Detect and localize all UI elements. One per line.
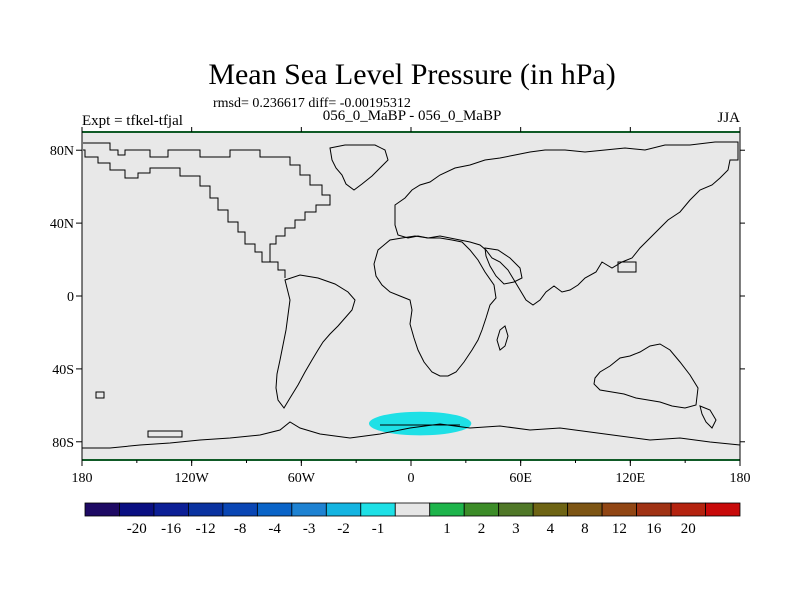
colorbar-label-1: -16 — [161, 521, 181, 537]
x-tick-label-3: 0 — [408, 471, 415, 486]
colorbar-swatch-18 — [705, 502, 741, 517]
colorbar-label-15: 20 — [681, 521, 696, 537]
colorbar-label-10: 3 — [512, 521, 520, 537]
central-america-coast — [270, 261, 286, 278]
africa-coast — [373, 235, 497, 377]
ross-ice-shelf-coast — [147, 430, 183, 438]
colorbar-swatch-1 — [119, 502, 155, 517]
colorbar: -20 -16 -12 -8 -4 -3 -2 -1 1 2 3 4 8 12 16 20 — [84, 502, 741, 537]
x-axis-ticks: 180 120W 60W 0 60E 120E 180 — [72, 127, 751, 486]
map-background — [82, 132, 740, 460]
coastlines — [82, 141, 741, 449]
season-label: JJA — [717, 110, 740, 126]
colorbar-swatch-9 — [394, 502, 431, 517]
australia-coast — [593, 343, 699, 409]
y-tick-label-0: 80N — [50, 144, 74, 159]
colorbar-swatch-7 — [325, 502, 362, 517]
colorbar-label-11: 4 — [547, 521, 555, 537]
colorbar-swatch-8 — [360, 502, 396, 517]
colorbar-label-9: 2 — [478, 521, 486, 537]
colorbar-swatch-17 — [670, 502, 706, 517]
x-tick-label-4: 60E — [509, 471, 532, 486]
colorbar-swatch-11 — [463, 502, 500, 517]
stats-line: rmsd= 0.236617 diff= -0.00195312 — [213, 96, 411, 111]
colorbar-swatch-3 — [188, 502, 224, 517]
colorbar-swatch-6 — [291, 502, 327, 517]
colorbar-swatch-2 — [153, 502, 189, 517]
colorbar-label-12: 8 — [581, 521, 589, 537]
colorbar-swatch-4 — [222, 502, 258, 517]
x-tick-label-0: 180 — [72, 471, 93, 486]
expt-label: Expt = tfkel-tfjal — [82, 113, 183, 129]
colorbar-label-2: -12 — [196, 521, 216, 537]
europe-asia-coast — [394, 141, 739, 306]
y-axis-ticks: 80N 40N 0 40S 80S — [50, 144, 745, 451]
figure-title: Mean Sea Level Pressure (in hPa) — [208, 58, 615, 91]
colorbar-label-5: -3 — [303, 521, 316, 537]
japan-coast — [617, 261, 637, 273]
anomaly-layer — [368, 411, 472, 436]
colorbar-label-14: 16 — [646, 521, 662, 537]
antarctica-coast — [82, 421, 741, 449]
colorbar-label-4: -4 — [268, 521, 281, 537]
x-tick-label-6: 180 — [730, 471, 751, 486]
y-tick-label-3: 40S — [52, 363, 74, 378]
colorbar-swatch-10 — [429, 502, 465, 517]
x-tick-label-1: 120W — [175, 471, 210, 486]
comparison-label: 056_0_MaBP - 056_0_MaBP — [323, 108, 502, 124]
anomaly-region-0 — [368, 411, 472, 436]
x-tick-label-5: 120E — [616, 471, 646, 486]
colorbar-swatch-14 — [567, 502, 603, 517]
colorbar-label-8: 1 — [443, 521, 451, 537]
colorbar-swatch-5 — [256, 502, 293, 517]
colorbar-label-0: -20 — [127, 521, 147, 537]
south-america-coast — [275, 274, 356, 409]
colorbar-swatch-0 — [84, 502, 120, 517]
y-tick-label-4: 80S — [52, 436, 74, 451]
colorbar-label-7: -1 — [372, 521, 385, 537]
greenland-coast — [329, 144, 389, 191]
colorbar-swatch-13 — [532, 502, 569, 517]
colorbar-swatch-16 — [636, 502, 672, 517]
new-zealand-coast — [699, 405, 717, 429]
colorbar-label-3: -8 — [234, 521, 247, 537]
colorbar-swatch-12 — [498, 502, 534, 517]
bering-small-island — [95, 391, 105, 399]
colorbar-swatch-15 — [601, 502, 637, 517]
x-tick-label-2: 60W — [288, 471, 316, 486]
colorbar-label-13: 12 — [612, 521, 627, 537]
colorbar-label-6: -2 — [337, 521, 350, 537]
madagascar-coast — [496, 325, 509, 351]
map-plot-area: 180 120W 60W 0 60E 120E 180 80N 40N 0 40S 80S — [50, 127, 751, 486]
y-tick-label-1: 40N — [50, 217, 74, 232]
y-tick-label-2: 0 — [67, 290, 74, 305]
north-america-coast — [83, 142, 331, 263]
arabia-coast — [484, 247, 523, 285]
